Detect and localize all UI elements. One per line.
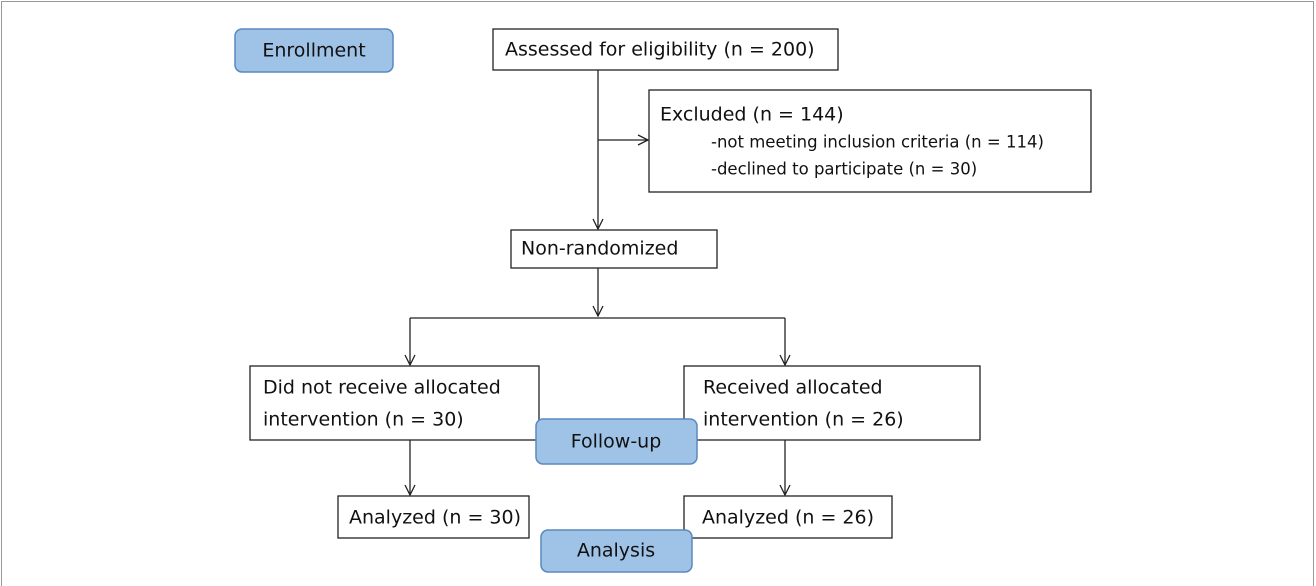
node-label: Did not receive allocated <box>263 377 501 399</box>
node-box <box>683 365 981 441</box>
node-label: Assessed for eligibility (n = 200) <box>505 39 815 61</box>
node-label: intervention (n = 26) <box>703 409 904 431</box>
node-label: Analyzed (n = 30) <box>349 507 521 529</box>
node-box <box>249 365 540 441</box>
node-box <box>492 28 839 71</box>
node-label: intervention (n = 30) <box>263 409 464 431</box>
stage-label: Analysis <box>577 540 655 562</box>
node-label: Non-randomized <box>521 238 678 260</box>
stage-label: Enrollment <box>262 40 365 62</box>
connectors <box>410 70 785 495</box>
node-label: -not meeting inclusion criteria (n = 114… <box>711 133 1044 152</box>
stage-box <box>535 418 698 465</box>
node-box <box>337 495 530 539</box>
node-box <box>683 495 893 539</box>
node-label: Analyzed (n = 26) <box>702 507 874 529</box>
node-label: Excluded (n = 144) <box>660 104 844 126</box>
node-label: Received allocated <box>703 377 883 399</box>
node-label: -declined to participate (n = 30) <box>711 160 977 179</box>
stage-label: Follow-up <box>571 431 662 453</box>
stage-box <box>234 28 394 73</box>
stage-box <box>540 529 693 573</box>
node-box <box>510 229 718 269</box>
node-box <box>648 89 1092 193</box>
